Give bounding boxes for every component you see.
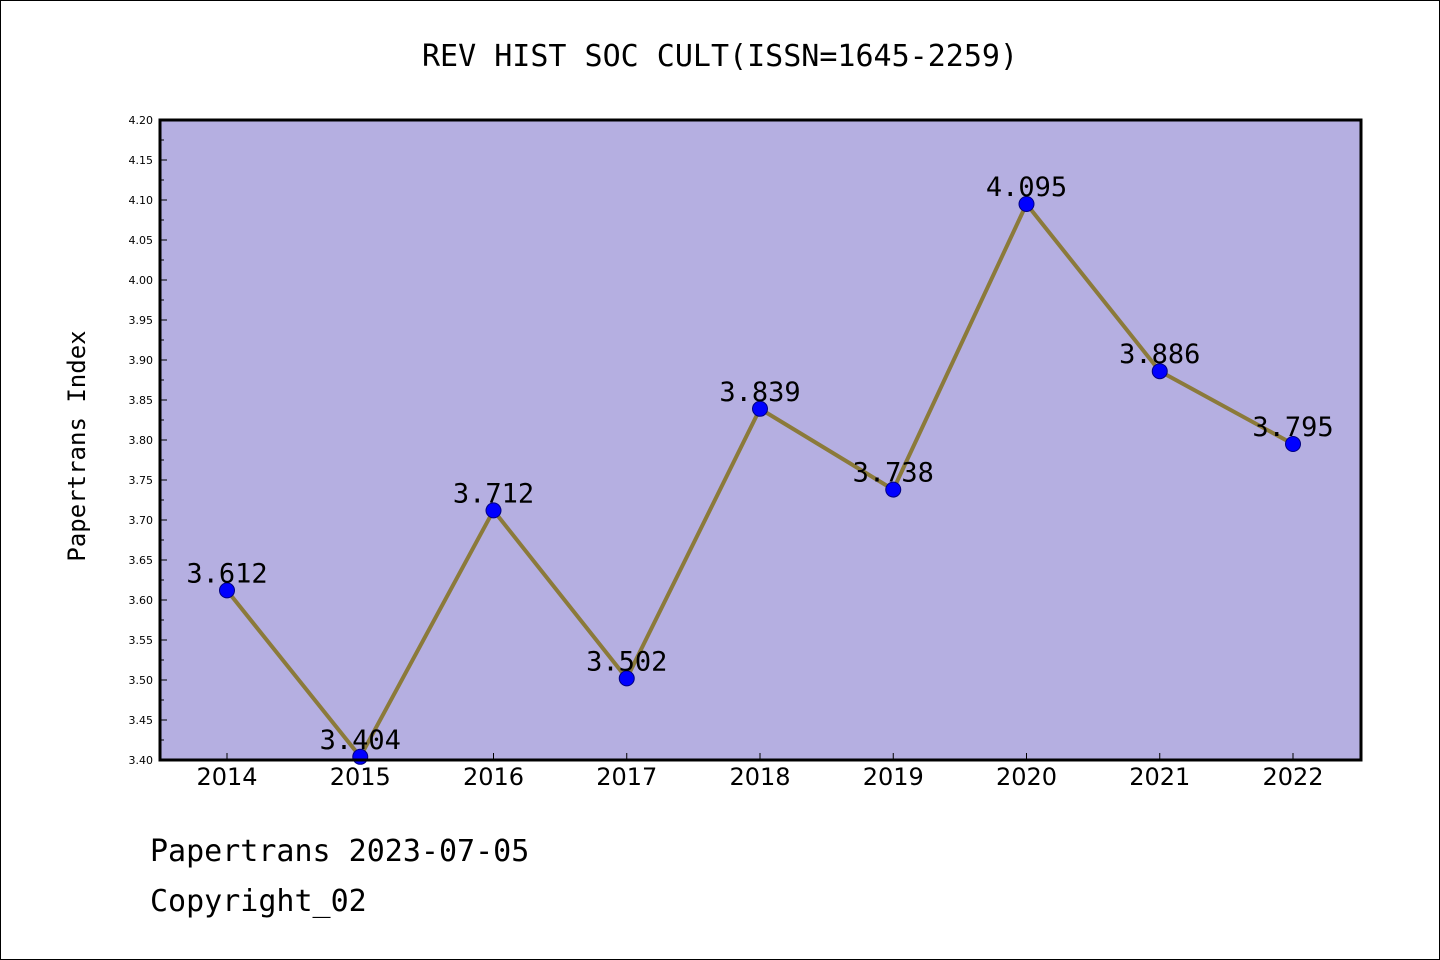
y-tick-label: 4.10 [129,194,154,207]
y-tick-label: 4.00 [129,274,154,287]
data-point-marker [219,582,235,599]
data-point-marker [1285,436,1301,452]
y-tick-label: 4.20 [129,114,154,127]
y-tick-label: 3.75 [129,474,154,487]
x-tick-label: 2017 [596,763,657,791]
y-tick-label: 4.05 [129,234,154,247]
footer-copyright: Copyright_02 [150,884,367,919]
y-tick-label: 3.85 [129,394,154,407]
plot-border [158,118,1363,762]
y-tick-label: 4.15 [129,154,154,167]
data-markers [219,196,1301,765]
chart-title: REV HIST SOC CULT(ISSN=1645-2259) [422,39,1018,74]
x-axis-ticks: 2014 2015 2016 2017 2018 2019 2020 2021 2022 [196,753,1324,791]
y-tick-label: 3.95 [129,314,154,327]
data-point-marker [1018,196,1035,212]
x-tick-label: 2015 [330,763,391,791]
y-axis-label: Papertrans Index [63,330,91,561]
data-label: 3.795 [1252,412,1333,443]
y-tick-label: 3.65 [129,554,154,567]
x-tick-label: 2019 [863,763,924,791]
y-tick-label: 3.70 [129,514,154,527]
data-label: 3.502 [586,646,667,677]
data-label: 3.738 [853,458,934,489]
x-tick-label: 2022 [1262,763,1323,791]
data-label: 3.886 [1119,339,1200,370]
y-tick-label: 3.50 [129,674,154,687]
x-tick-label: 2020 [996,763,1057,791]
y-tick-label: 3.40 [129,754,154,767]
y-tick-label: 3.80 [129,434,154,447]
data-point-marker [752,400,768,417]
data-label: 4.095 [986,172,1067,203]
data-point-marker [485,502,502,519]
y-tick-label: 3.55 [129,634,154,647]
x-tick-label: 2018 [729,763,790,791]
x-tick-label: 2016 [463,763,524,791]
data-label: 3.839 [719,377,800,408]
data-label: 3.404 [320,725,401,756]
data-label: 3.612 [186,558,267,589]
data-point-marker [885,481,902,498]
x-tick-label: 2021 [1129,763,1190,791]
data-label: 3.712 [453,478,534,509]
plot-area [160,120,1361,760]
y-tick-label: 3.45 [129,714,154,727]
data-point-marker [1151,363,1168,380]
x-tick-label: 2014 [196,763,257,791]
data-point-marker [618,670,635,687]
y-tick-label: 3.90 [129,354,154,367]
footer-date: Papertrans 2023-07-05 [150,834,530,869]
data-labels: 3.612 3.404 3.712 3.502 3.839 3.738 4.095 3.886… [186,172,1333,756]
y-tick-label: 3.60 [129,594,154,607]
